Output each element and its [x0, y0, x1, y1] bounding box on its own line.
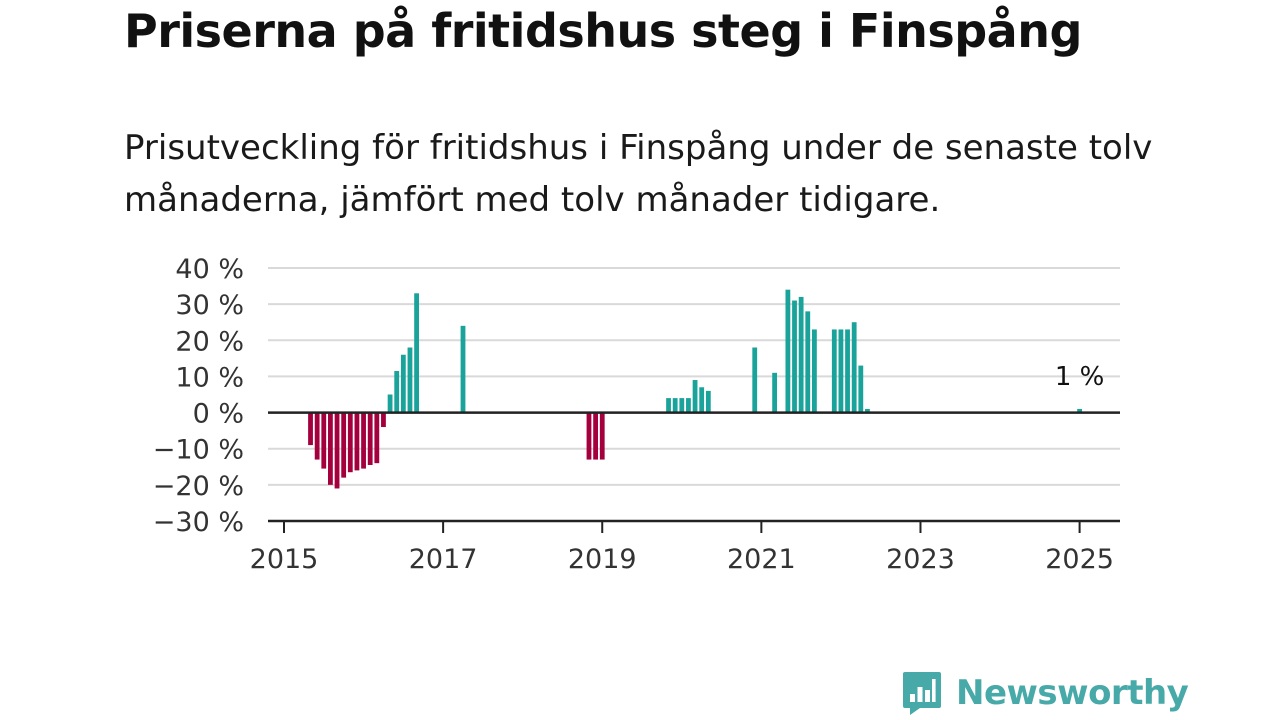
bar	[666, 398, 671, 413]
bar	[341, 412, 347, 478]
y-tick-label: 10 %	[175, 362, 244, 393]
x-tick-label: 2015	[250, 544, 319, 575]
bar	[354, 412, 360, 471]
bar	[845, 329, 850, 413]
bar	[692, 380, 698, 413]
price-change-bar-chart: 40 % 30 % 20 % 10 % 0 % −10 % −20 % −30 %2015 20…	[153, 254, 1120, 575]
bar	[387, 394, 393, 413]
bar	[414, 293, 419, 413]
bar	[831, 329, 837, 413]
bar	[367, 412, 373, 465]
bar	[361, 412, 366, 469]
bar	[772, 372, 778, 413]
y-tick-label: −20 %	[153, 471, 244, 502]
bar	[321, 412, 327, 469]
newsworthy-logo-icon	[903, 672, 941, 715]
newsworthy-logo: Newsworthy	[902, 670, 1189, 716]
bar	[347, 412, 353, 473]
bar	[314, 412, 320, 460]
bar	[705, 390, 711, 413]
y-tick-label: 20 %	[175, 326, 244, 357]
y-tick-label: 0 %	[193, 399, 244, 430]
x-tick-label: 2021	[727, 544, 796, 575]
bar	[400, 354, 406, 413]
bar	[586, 412, 592, 460]
bar	[838, 329, 844, 413]
bar	[798, 296, 804, 413]
bar	[407, 347, 413, 413]
x-tick-label: 2025	[1045, 544, 1114, 575]
bar	[374, 412, 380, 464]
page-title: Priserna på fritidshus steg i Finspång	[124, 4, 1082, 58]
bar	[672, 398, 678, 413]
x-tick-label: 2023	[886, 544, 955, 575]
bar	[752, 347, 758, 413]
x-tick-label: 2019	[568, 544, 637, 575]
bar	[686, 398, 691, 413]
bar	[593, 412, 599, 460]
bar	[334, 412, 340, 489]
value-annotation: 1 %	[1055, 362, 1105, 392]
bar	[812, 329, 817, 413]
y-tick-label: −30 %	[153, 507, 244, 538]
bar	[785, 289, 791, 413]
bar	[460, 325, 466, 413]
bar	[308, 412, 313, 446]
bar	[792, 300, 797, 413]
page-subtitle: Prisutveckling för fritidshus i Finspång…	[124, 128, 1153, 220]
bar	[858, 365, 864, 413]
bar	[394, 371, 400, 413]
bar	[381, 412, 386, 428]
bar	[699, 387, 705, 413]
bar	[805, 311, 811, 413]
y-tick-label: 30 %	[175, 290, 244, 321]
brand-name: Newsworthy	[956, 673, 1189, 713]
bar	[1077, 408, 1082, 413]
bar	[679, 398, 685, 413]
bar	[328, 412, 333, 485]
y-tick-label: 40 %	[175, 254, 244, 285]
bar	[851, 322, 857, 413]
y-tick-label: −10 %	[153, 435, 244, 466]
x-tick-label: 2017	[409, 544, 478, 575]
bar	[865, 408, 870, 413]
bar	[599, 412, 605, 460]
